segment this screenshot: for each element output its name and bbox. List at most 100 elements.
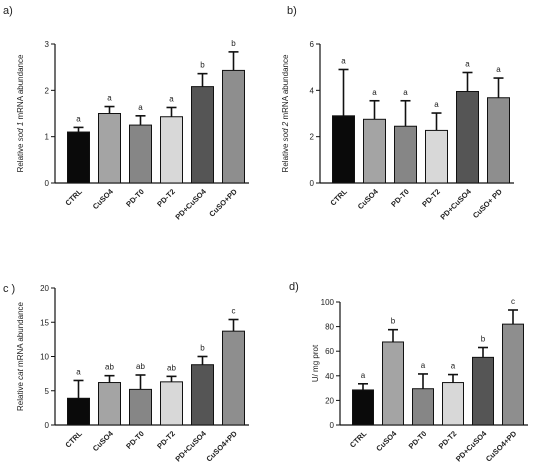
bar-4 (160, 381, 183, 426)
significance-label: ab (167, 363, 176, 372)
y-axis-title-gene: sod 1 (16, 122, 25, 142)
significance-label: c (232, 307, 236, 316)
y-axis-title-part: Relative (281, 141, 290, 172)
category-label: PD-T0 (407, 429, 429, 451)
category-label: CTRL (63, 187, 84, 208)
category-label: CuSO4 (356, 186, 381, 211)
significance-label: b (481, 335, 486, 344)
category-label: CuSO4 (91, 428, 116, 453)
panel-label: c ) (3, 283, 15, 295)
significance-label: b (391, 317, 396, 326)
category-label: PD+CuSO4 (173, 428, 208, 463)
bar-2 (382, 341, 404, 426)
y-axis-title-part: mRNA abundance (281, 54, 290, 122)
panel-label: a) (3, 5, 13, 17)
y-tick-label: 10 (40, 353, 49, 362)
y-axis-title-part: U/ mg prot (311, 344, 320, 382)
y-tick-label: 80 (325, 323, 334, 332)
bar-5 (472, 356, 494, 426)
bar-2 (363, 118, 386, 184)
category-label: CTRL (63, 429, 84, 450)
significance-label: a (421, 361, 426, 370)
significance-label: a (76, 114, 81, 123)
y-tick-label: 5 (45, 387, 50, 396)
category-label: PD-T0 (124, 429, 146, 451)
y-axis-title-part: mRNA abundance (16, 301, 25, 369)
y-axis-title-gene: cat (16, 368, 25, 379)
bar-5 (191, 364, 214, 426)
category-label: CuSO4+PD (204, 429, 239, 464)
bar-3 (394, 125, 417, 184)
bar-4 (160, 116, 183, 184)
category-label: PD-T2 (437, 429, 459, 451)
y-tick-label: 4 (310, 86, 315, 95)
y-axis-title-part: Relative (16, 380, 25, 411)
y-axis-title-part: mRNA abundance (16, 54, 25, 122)
chart-panel-2: b) 0 2 4 6 Relative sod 2 mRNA abundance a CTRL… (281, 5, 514, 222)
significance-label: a (451, 362, 456, 371)
significance-label: ab (105, 363, 114, 372)
y-tick-label: 100 (321, 298, 335, 307)
bar-3 (129, 124, 152, 184)
bar-4 (442, 382, 464, 426)
chart-panel-1: a) 0 1 2 3 Relative sod 1 mRNA abundance a CTRL… (3, 5, 249, 222)
bar-4 (425, 129, 448, 184)
y-axis-title: Relative cat mRNA abundance (16, 301, 25, 411)
bar-2 (98, 113, 121, 184)
y-axis-title-gene: sod 2 (281, 121, 290, 141)
y-tick-label: 1 (45, 133, 50, 142)
significance-label: a (341, 56, 346, 65)
y-tick-label: 0 (45, 179, 50, 188)
category-label: CuSO+PD (207, 187, 239, 219)
category-label: PD-T2 (155, 187, 177, 209)
category-label: PD-T0 (389, 187, 411, 209)
significance-label: b (231, 39, 236, 48)
significance-label: a (138, 103, 143, 112)
category-label: PD+CuSO4 (173, 186, 208, 221)
y-tick-label: 0 (330, 421, 335, 430)
bar-1 (332, 115, 355, 184)
category-label: CuSO+ PD (471, 187, 504, 220)
bar-1 (67, 397, 90, 426)
significance-label: a (361, 371, 366, 380)
significance-label: a (465, 59, 470, 68)
significance-label: a (403, 88, 408, 97)
category-label: CTRL (328, 187, 349, 208)
significance-label: b (200, 344, 205, 353)
y-tick-label: 3 (45, 40, 50, 49)
category-label: PD-T2 (420, 187, 442, 209)
y-axis-title-part: Relative (16, 141, 25, 172)
category-label: CuSO4+PD (484, 429, 519, 464)
y-tick-label: 2 (45, 86, 50, 95)
y-tick-label: 20 (325, 396, 334, 405)
bar-6 (222, 69, 245, 184)
y-tick-label: 15 (40, 318, 49, 327)
significance-label: a (107, 94, 112, 103)
bar-3 (412, 388, 434, 426)
panel-label: b) (287, 5, 297, 17)
y-tick-label: 20 (40, 284, 49, 293)
y-tick-label: 0 (45, 421, 50, 430)
panel-label: d) (289, 281, 299, 293)
bar-2 (98, 382, 121, 426)
y-tick-label: 60 (325, 347, 334, 356)
significance-label: a (496, 65, 501, 74)
significance-label: a (434, 100, 439, 109)
significance-label: b (200, 61, 205, 70)
y-axis-title: Relative sod 1 mRNA abundance (16, 54, 25, 172)
bar-1 (352, 389, 374, 426)
chart-panel-4: d) 0 20 40 60 80 100 U/ mg prot a CTRL b CuSO4 a PD-T… (289, 281, 528, 464)
significance-label: ab (136, 362, 145, 371)
significance-label: a (169, 94, 174, 103)
category-label: CuSO4 (91, 186, 116, 211)
bar-5 (191, 86, 214, 184)
bar-6 (222, 330, 245, 426)
category-label: PD+CuSO4 (438, 186, 473, 221)
category-label: CuSO4 (374, 428, 399, 453)
bar-6 (487, 97, 510, 184)
significance-label: a (372, 88, 377, 97)
significance-label: c (511, 297, 515, 306)
y-tick-label: 6 (310, 40, 315, 49)
bar-5 (456, 90, 479, 184)
